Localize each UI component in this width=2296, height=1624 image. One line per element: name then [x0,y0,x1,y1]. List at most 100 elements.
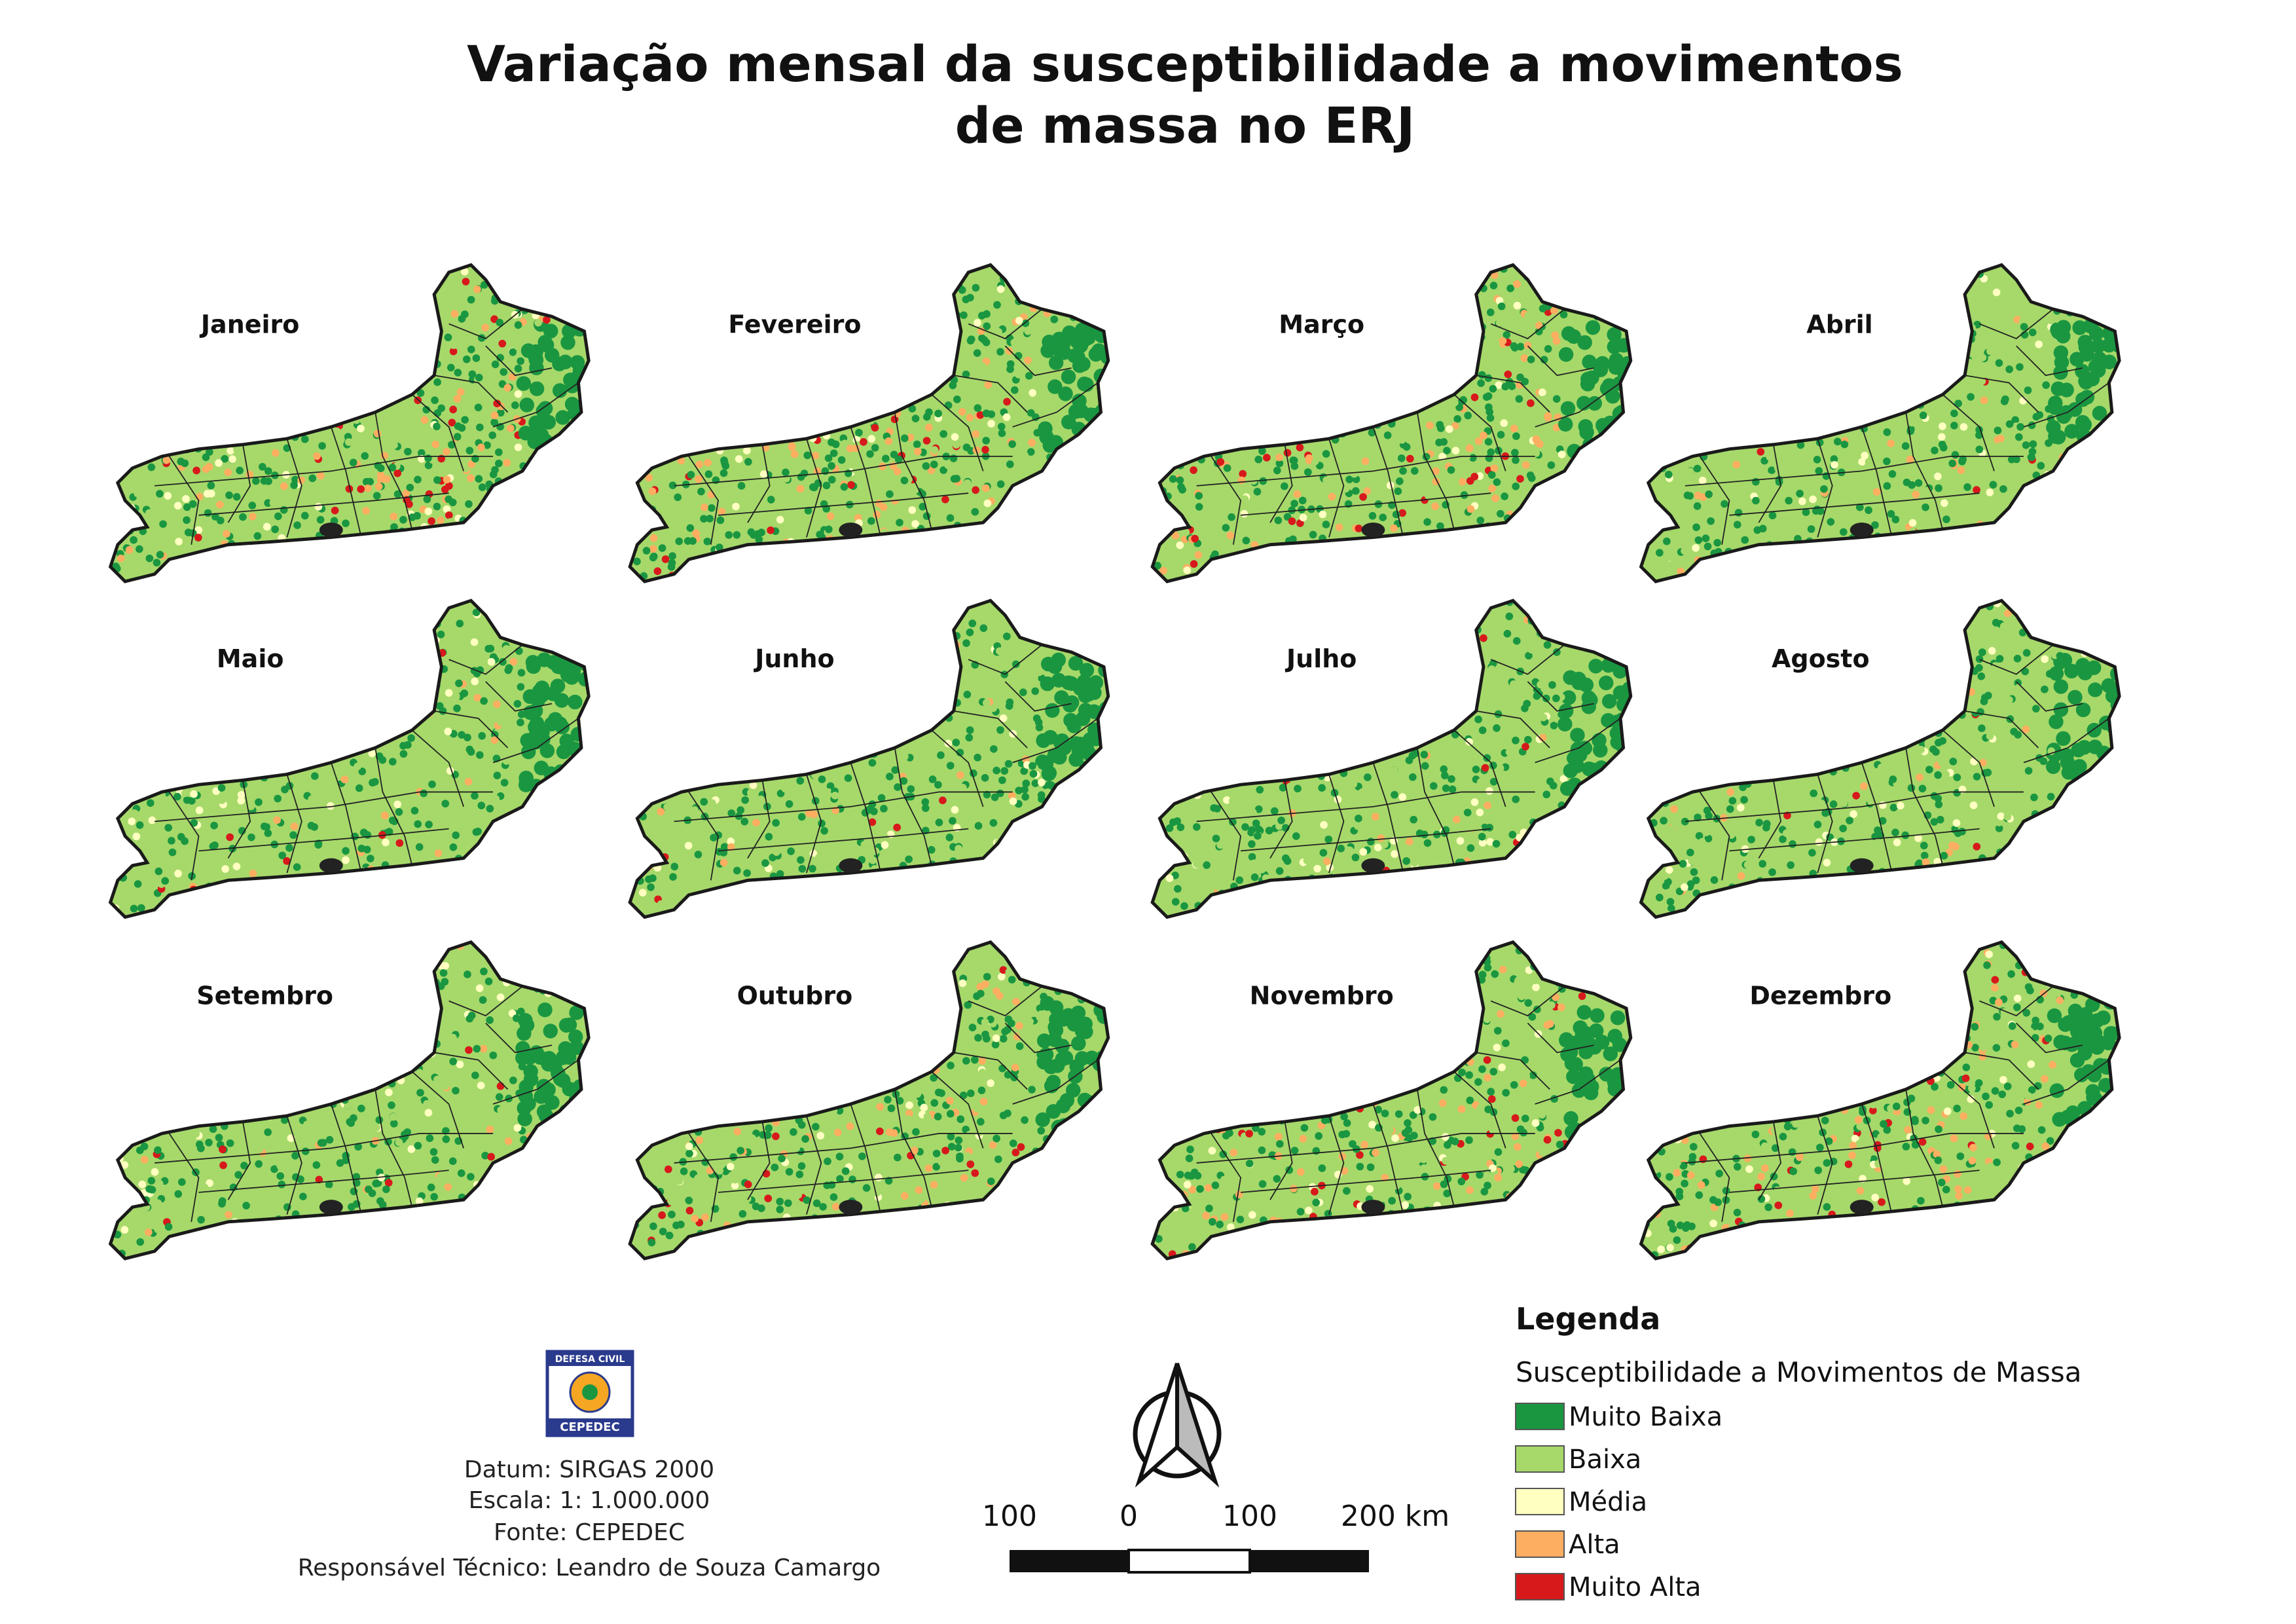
raster-cell [110,784,115,793]
raster-cell [1579,265,1587,270]
raster-cell [1018,889,1027,897]
raster-cell [1743,380,1751,389]
raster-cell [270,350,279,358]
raster-cell [420,416,429,424]
raster-cell [1869,292,1878,301]
raster-cell [1571,555,1579,564]
raster-cell [110,841,118,849]
raster-cell [1465,468,1473,477]
raster-cell [200,906,208,914]
raster-cell [1714,347,1722,355]
raster-cell [1358,284,1366,292]
raster-cell [1309,365,1318,373]
raster-cell [1890,267,1899,276]
raster-cell [2083,576,2092,581]
raster-cell [1016,554,1024,563]
raster-cell [1914,479,1923,487]
raster-cell [143,701,152,709]
raster-cell [287,612,295,621]
raster-cell [1915,362,1923,371]
raster-cell [216,715,224,724]
raster-cell [123,404,132,413]
raster-cell [115,301,123,310]
raster-cell [990,745,998,753]
bay [319,858,343,874]
raster-cell [1827,302,1834,310]
raster-cell [1410,432,1418,441]
raster-cell [472,608,481,617]
raster-cell [147,295,156,303]
raster-cell [443,892,451,900]
raster-cell [517,718,524,727]
raster-cell [215,459,223,467]
raster-cell [769,853,777,862]
raster-cell [110,822,115,830]
raster-cell [1937,361,1944,369]
raster-cell [2050,381,2066,396]
raster-cell [425,331,433,339]
raster-cell [575,486,583,494]
raster-cell [177,389,186,397]
raster-cell [1757,265,1766,271]
raster-cell [130,536,137,544]
raster-cell [276,612,283,619]
raster-cell [414,350,422,358]
raster-cell [531,728,546,743]
raster-cell [416,655,424,663]
raster-cell [1279,378,1288,386]
raster-cell [708,301,716,308]
raster-cell [1152,388,1160,397]
raster-cell [388,716,396,725]
raster-cell [344,438,353,446]
raster-cell [1819,409,1827,416]
raster-cell [1053,549,1062,558]
raster-cell [681,418,689,426]
raster-cell [401,895,409,903]
raster-cell [162,456,171,464]
raster-cell [803,705,812,713]
raster-cell [175,538,183,545]
raster-cell [1544,412,1552,420]
raster-cell [1939,422,1946,430]
raster-cell [1435,282,1443,291]
raster-cell [1575,473,1584,481]
raster-cell [1679,325,1686,334]
raster-cell [1402,369,1410,377]
raster-cell [221,865,230,873]
raster-cell [1068,447,1083,462]
raster-cell [2018,536,2026,544]
raster-cell [414,653,422,661]
raster-cell [1356,572,1364,581]
raster-cell [1883,482,1891,490]
raster-cell [1397,454,1406,462]
raster-cell [1009,562,1017,570]
raster-cell [194,526,203,534]
raster-cell [867,517,875,525]
raster-cell [368,389,376,397]
raster-cell [888,317,896,325]
raster-cell [391,843,399,852]
raster-cell [719,557,727,566]
raster-cell [435,544,444,552]
raster-cell [699,901,707,910]
raster-cell [340,680,348,688]
raster-cell [567,805,575,813]
raster-cell [253,397,262,406]
municipal-border [492,718,579,764]
raster-cell [1738,265,1747,273]
raster-cell [1226,531,1235,540]
raster-cell [264,900,272,908]
raster-cell [847,876,855,885]
raster-cell [255,573,264,581]
raster-cell [1455,369,1463,377]
raster-cell [123,626,131,635]
raster-cell [1872,488,1881,496]
raster-cell [718,375,726,384]
raster-cell [448,898,457,906]
raster-cell [2077,335,2092,350]
raster-cell [135,874,143,881]
raster-cell [858,413,867,421]
raster-cell [138,705,147,713]
raster-cell [371,626,380,635]
raster-cell [540,476,549,485]
